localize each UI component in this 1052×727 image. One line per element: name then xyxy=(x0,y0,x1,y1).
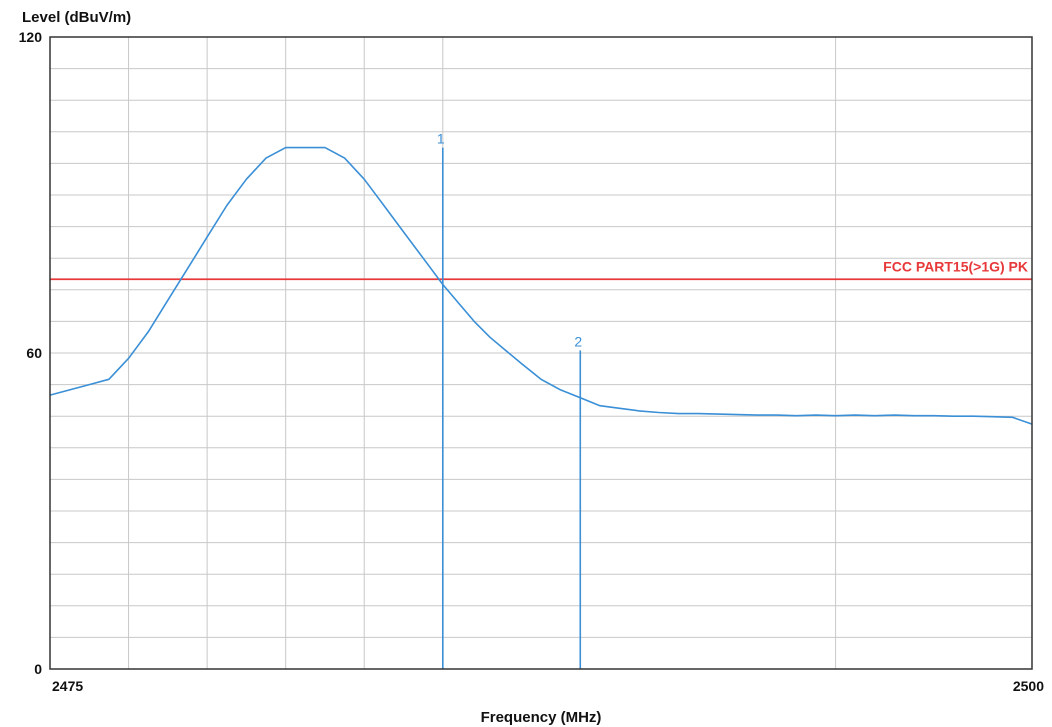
series-group xyxy=(49,146,1033,425)
marker-label: 2 xyxy=(574,333,582,349)
x-tick-label: 2475 xyxy=(52,678,83,694)
y-tick-label: 120 xyxy=(19,29,43,45)
x-tick-label: 2500 xyxy=(1013,678,1044,694)
series-line xyxy=(49,146,1033,425)
plot-border xyxy=(49,36,1033,670)
grid xyxy=(50,37,1033,669)
y-tick-label: 0 xyxy=(34,661,42,677)
y-axis-label: Level (dBuV/m) xyxy=(22,9,131,26)
tick-labels: 0 60 120 2475 2500 xyxy=(19,29,1045,694)
marker-label: 1 xyxy=(437,131,445,147)
limit-line-label: FCC PART15(>1G) PK xyxy=(883,258,1028,274)
markers-group: 12 xyxy=(437,131,582,669)
y-tick-label: 60 xyxy=(26,345,42,361)
x-axis-label: Frequency (MHz) xyxy=(481,709,602,726)
limit-line-group: FCC PART15(>1G) PK xyxy=(50,258,1032,281)
